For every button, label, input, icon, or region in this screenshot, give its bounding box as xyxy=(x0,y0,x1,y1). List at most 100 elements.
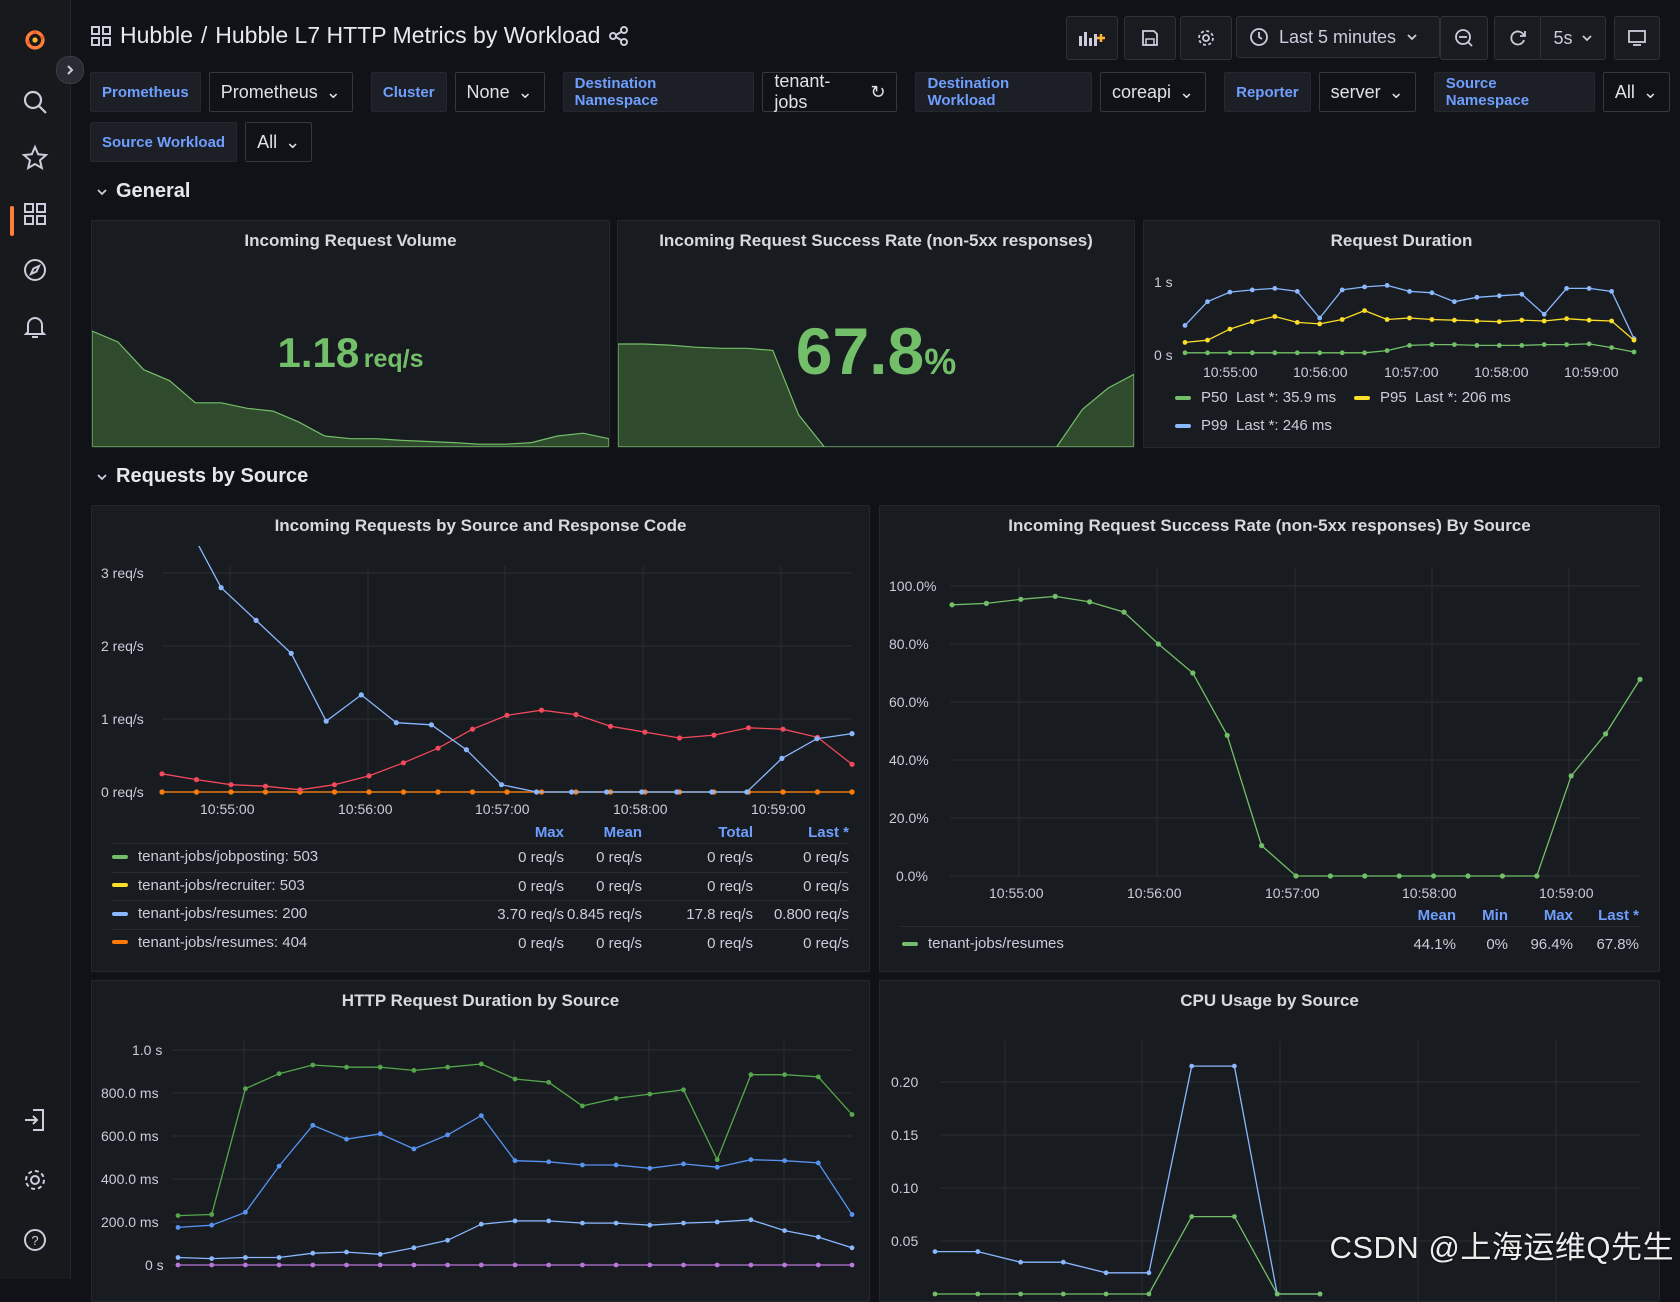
data-point xyxy=(1541,318,1547,324)
var-select-cluster[interactable]: None ⌄ xyxy=(454,72,545,112)
legend-item[interactable]: tenant-jobs/recruiter: 503 xyxy=(112,877,305,894)
time-range-picker[interactable]: Last 5 minutes xyxy=(1236,16,1440,58)
row-requests-by-source-toggle[interactable]: Requests by Source xyxy=(96,465,308,488)
var-select-destination-namespace[interactable]: tenant-jobs ↻ xyxy=(762,71,898,112)
data-point xyxy=(1060,1259,1066,1265)
y-tick: 3 req/s xyxy=(101,565,144,581)
star-icon[interactable] xyxy=(17,140,53,176)
x-tick: 10:59:00 xyxy=(1539,885,1594,901)
dashboard-settings-button[interactable] xyxy=(1180,16,1232,60)
data-point xyxy=(1474,318,1480,324)
data-point xyxy=(1327,873,1333,879)
divider xyxy=(900,926,1639,927)
zoom-out-icon xyxy=(1455,29,1473,47)
data-point xyxy=(714,1262,720,1268)
data-point xyxy=(647,1165,653,1171)
data-point xyxy=(782,1228,787,1233)
panel-cpu-usage-by-source[interactable]: CPU Usage by Source 0.20 0.15 0.10 0.05 xyxy=(879,980,1660,1302)
tv-mode-button[interactable] xyxy=(1614,16,1660,60)
panel-success-rate[interactable]: Incoming Request Success Rate (non-5xx r… xyxy=(617,220,1135,448)
legend-header-last[interactable]: Last * xyxy=(1598,907,1639,924)
grafana-logo-icon[interactable] xyxy=(17,22,53,58)
expand-menu-button[interactable] xyxy=(56,56,84,84)
var-label-reporter: Reporter xyxy=(1224,72,1311,112)
legend-item-p95[interactable]: P95 Last *: 206 ms xyxy=(1354,389,1511,406)
refresh-button[interactable] xyxy=(1494,16,1542,60)
data-point xyxy=(344,1262,349,1268)
data-point xyxy=(331,782,338,788)
data-point xyxy=(1294,320,1300,325)
data-point xyxy=(681,1161,686,1167)
data-point xyxy=(209,1256,215,1261)
explore-compass-icon[interactable] xyxy=(17,252,53,288)
add-panel-button[interactable] xyxy=(1066,16,1118,60)
top-bar: Hubble / Hubble L7 HTTP Metrics by Workl… xyxy=(90,14,1680,60)
data-point xyxy=(1259,843,1265,849)
legend-item-p50[interactable]: P50 Last *: 35.9 ms xyxy=(1175,389,1336,406)
share-icon[interactable] xyxy=(608,25,630,47)
legend-header-mean[interactable]: Mean xyxy=(603,824,642,841)
refresh-icon xyxy=(1510,30,1526,46)
legend-header-total[interactable]: Total xyxy=(718,824,753,841)
data-point xyxy=(512,1262,518,1268)
data-point xyxy=(262,789,269,795)
legend-header-last[interactable]: Last * xyxy=(808,824,849,841)
data-point xyxy=(780,726,786,732)
help-icon[interactable]: ? xyxy=(17,1222,53,1258)
data-point xyxy=(1541,342,1547,347)
panel-request-volume[interactable]: Incoming Request Volume 1.18 req/s xyxy=(91,220,610,448)
panel-request-duration[interactable]: Request Duration 1 s 0 s 10:55:00 10:56:… xyxy=(1143,220,1660,448)
legend-item[interactable]: tenant-jobs/resumes: 200 xyxy=(112,905,307,922)
dashboards-icon[interactable] xyxy=(17,196,53,232)
var-select-source-namespace[interactable]: All ⌄ xyxy=(1602,72,1670,112)
search-icon[interactable] xyxy=(17,84,53,120)
data-point xyxy=(209,1212,215,1217)
data-point xyxy=(815,1160,821,1166)
legend-header-max[interactable]: Max xyxy=(534,824,564,841)
var-label-prometheus: Prometheus xyxy=(90,72,201,112)
data-point xyxy=(1564,316,1569,322)
legend-header-min[interactable]: Min xyxy=(1482,907,1508,924)
data-point xyxy=(323,718,329,724)
save-dashboard-button[interactable] xyxy=(1124,16,1176,60)
data-point xyxy=(748,1217,754,1223)
legend-item[interactable]: tenant-jobs/resumes: 404 xyxy=(112,934,307,951)
data-point xyxy=(478,1262,484,1268)
chevron-down-icon: ⌄ xyxy=(1642,81,1658,102)
data-point xyxy=(1232,1063,1237,1069)
row-general-toggle[interactable]: General xyxy=(96,180,190,203)
chevron-right-icon xyxy=(67,65,74,75)
breadcrumb-root[interactable]: Hubble xyxy=(120,22,193,48)
legend-item[interactable]: tenant-jobs/jobposting: 503 xyxy=(112,848,318,865)
sign-in-icon[interactable] xyxy=(17,1102,53,1138)
var-select-source-workload[interactable]: All ⌄ xyxy=(245,122,313,162)
dashboard-title[interactable]: Hubble L7 HTTP Metrics by Workload xyxy=(215,22,601,48)
legend-item-p99[interactable]: P99 Last *: 246 ms xyxy=(1175,417,1332,434)
data-point xyxy=(1249,319,1255,325)
var-select-destination-workload[interactable]: coreapi ⌄ xyxy=(1099,72,1207,112)
legend-name: tenant-jobs/recruiter: 503 xyxy=(138,876,305,894)
legend-item-resumes[interactable]: tenant-jobs/resumes xyxy=(902,935,1064,952)
data-point xyxy=(676,735,683,741)
legend-header-max[interactable]: Max xyxy=(1543,907,1573,924)
panel-requests-by-code[interactable]: Incoming Requests by Source and Response… xyxy=(91,505,870,972)
breadcrumb-separator: / xyxy=(200,22,208,48)
var-label-destination-workload: Destination Workload xyxy=(915,72,1092,112)
stat-unit: % xyxy=(924,341,957,382)
data-point xyxy=(932,1249,938,1254)
legend-header-mean[interactable]: Mean xyxy=(1417,907,1456,924)
legend-last: 0.800 req/s xyxy=(773,906,849,923)
settings-gear-icon[interactable] xyxy=(17,1162,53,1198)
data-point xyxy=(1407,289,1412,294)
alerting-bell-icon[interactable] xyxy=(17,308,53,344)
var-select-reporter[interactable]: server ⌄ xyxy=(1318,72,1416,112)
data-point xyxy=(1407,315,1412,321)
refresh-interval-picker[interactable]: 5s xyxy=(1540,16,1606,60)
data-point xyxy=(411,1146,417,1152)
panel-success-by-source[interactable]: Incoming Request Success Rate (non-5xx r… xyxy=(879,505,1660,972)
success-sparkline xyxy=(618,343,1134,447)
var-select-prometheus[interactable]: Prometheus ⌄ xyxy=(208,72,353,112)
var-value: Prometheus xyxy=(220,81,318,102)
zoom-out-button[interactable] xyxy=(1440,16,1488,60)
panel-http-duration-by-source[interactable]: HTTP Request Duration by Source 1.0 s 80… xyxy=(91,980,870,1302)
